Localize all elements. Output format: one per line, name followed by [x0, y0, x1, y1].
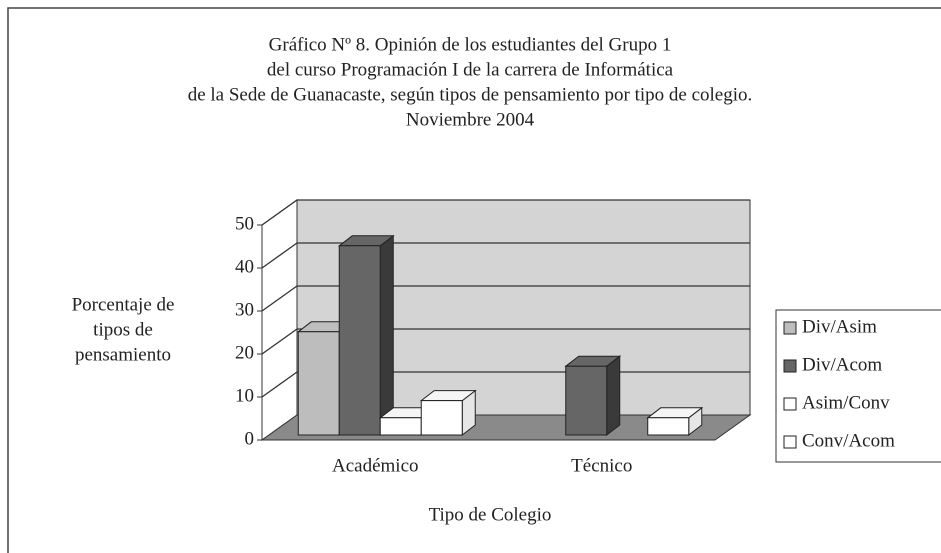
legend-swatch: [783, 359, 797, 373]
grid-line: [261, 199, 750, 226]
legend-label: Conv/Acom: [802, 430, 895, 451]
x-axis-label: Tipo de Colegio: [429, 504, 552, 525]
chart-title: Gráfico Nº 8. Opinión de los estudiantes…: [269, 34, 672, 55]
grid-line: [261, 328, 750, 355]
legend-swatch: [783, 397, 797, 411]
bar-face: [297, 331, 340, 436]
y-tick-label: 30: [235, 299, 254, 320]
bar-face: [420, 400, 463, 436]
y-axis-label: Porcentaje de: [72, 294, 175, 315]
legend-label: Div/Asim: [802, 316, 877, 337]
bar-face: [379, 417, 422, 436]
bar: [646, 406, 704, 437]
legend-label: Asim/Conv: [802, 392, 890, 413]
legend-box: [775, 309, 941, 463]
bar: [564, 355, 622, 437]
chart-title: Noviembre 2004: [406, 109, 535, 130]
side-wall: [261, 199, 298, 441]
chart-title: del curso Programación I de la carrera d…: [267, 59, 674, 80]
bar-face: [338, 245, 381, 436]
legend-swatch: [783, 435, 797, 449]
frame: [7, 7, 941, 553]
grid-line: [261, 242, 750, 269]
bar: [419, 389, 477, 437]
x-tick-label: Técnico: [571, 455, 632, 476]
bar-face: [647, 417, 690, 436]
y-tick-label: 40: [235, 256, 254, 277]
y-tick-label: 50: [235, 213, 254, 234]
grid-line: [261, 285, 750, 312]
y-axis-label: pensamiento: [75, 344, 171, 365]
bar-face: [565, 365, 608, 436]
legend-swatch: [783, 321, 797, 335]
bar-face: [379, 234, 394, 437]
y-axis-label: tipos de: [93, 319, 153, 340]
bar: [337, 234, 395, 437]
y-tick-label: 20: [235, 342, 254, 363]
bar-face: [606, 355, 621, 437]
x-tick-label: Académico: [332, 455, 419, 476]
legend-label: Div/Acom: [802, 354, 882, 375]
y-tick-label: 0: [245, 428, 255, 449]
y-tick-label: 10: [235, 385, 254, 406]
chart-title: de la Sede de Guanacaste, según tipos de…: [188, 84, 753, 105]
